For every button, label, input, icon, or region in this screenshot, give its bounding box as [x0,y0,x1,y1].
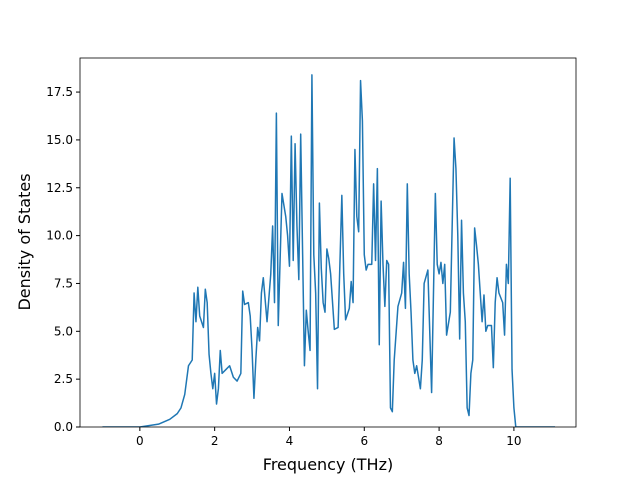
x-axis-label: Frequency (THz) [263,455,393,474]
data-line [102,74,556,427]
y-tick-label: 2.5 [54,372,73,386]
x-tick-label: 8 [435,434,443,448]
y-tick-label: 7.5 [54,276,73,290]
y-tick-label: 10.0 [46,229,73,243]
x-tick-label: 2 [211,434,219,448]
x-tick-label: 0 [136,434,144,448]
x-tick-label: 6 [360,434,368,448]
y-tick-label: 17.5 [46,85,73,99]
x-tick-label: 4 [286,434,294,448]
y-tick-label: 0.0 [54,420,73,434]
y-tick-label: 15.0 [46,133,73,147]
y-tick-label: 12.5 [46,181,73,195]
y-tick-label: 5.0 [54,324,73,338]
plot-frame [79,57,577,428]
x-tick-label: 10 [506,434,521,448]
y-axis-label: Density of States [15,173,34,310]
